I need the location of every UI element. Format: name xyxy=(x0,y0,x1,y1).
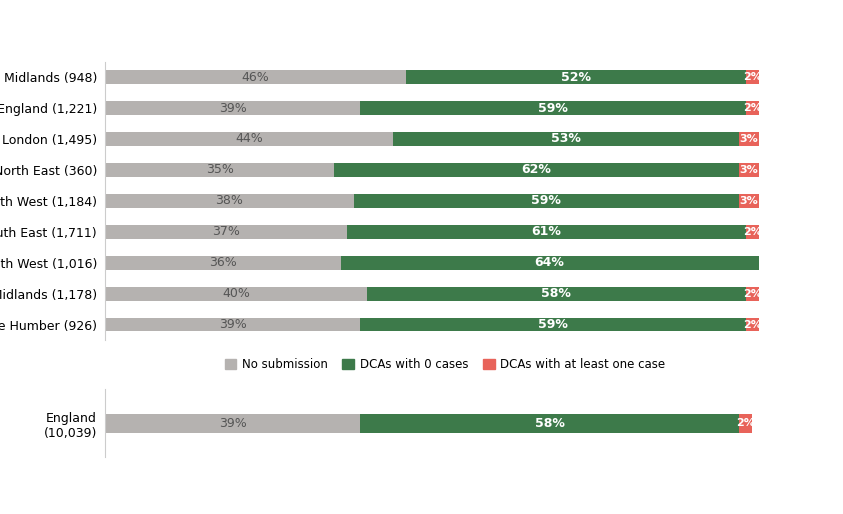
Text: 37%: 37% xyxy=(212,225,240,238)
Legend: No submission, DCAs with 0 cases, DCAs with at least one case: No submission, DCAs with 0 cases, DCAs w… xyxy=(220,354,670,376)
Bar xyxy=(105,101,360,115)
Text: 3%: 3% xyxy=(739,165,758,175)
Text: 61%: 61% xyxy=(531,225,561,238)
Text: 2%: 2% xyxy=(743,72,761,82)
Bar xyxy=(739,132,759,146)
Bar xyxy=(105,194,354,208)
Bar xyxy=(393,132,739,146)
Text: 59%: 59% xyxy=(538,102,568,115)
Bar xyxy=(347,225,746,238)
Text: 40%: 40% xyxy=(222,287,250,300)
Text: 59%: 59% xyxy=(538,318,568,331)
Text: 44%: 44% xyxy=(235,133,263,145)
Bar xyxy=(746,70,759,84)
Text: 2%: 2% xyxy=(736,418,755,429)
Bar xyxy=(341,255,759,270)
Text: 39%: 39% xyxy=(219,318,247,331)
Bar xyxy=(334,163,739,177)
Bar xyxy=(105,163,334,177)
Bar xyxy=(739,414,752,433)
Text: 39%: 39% xyxy=(219,417,247,430)
Text: 2%: 2% xyxy=(743,227,761,237)
Text: 46%: 46% xyxy=(242,70,270,84)
Bar xyxy=(739,194,759,208)
Text: 52%: 52% xyxy=(561,70,591,84)
Bar xyxy=(105,132,393,146)
Bar xyxy=(105,255,341,270)
Text: 58%: 58% xyxy=(541,287,571,300)
Bar xyxy=(354,194,739,208)
Text: 36%: 36% xyxy=(209,256,237,269)
Text: 3%: 3% xyxy=(739,134,758,144)
Text: 62%: 62% xyxy=(522,163,551,176)
Bar xyxy=(739,163,759,177)
Text: 35%: 35% xyxy=(206,163,234,176)
Bar xyxy=(746,287,759,301)
Bar xyxy=(105,225,347,238)
Bar xyxy=(105,318,360,332)
Text: 64%: 64% xyxy=(534,256,565,269)
Bar xyxy=(746,101,759,115)
Text: 59%: 59% xyxy=(531,194,561,207)
Text: 39%: 39% xyxy=(219,102,247,115)
Bar xyxy=(746,318,759,332)
Text: 2%: 2% xyxy=(743,103,761,113)
Text: 2%: 2% xyxy=(743,320,761,329)
Text: 38%: 38% xyxy=(216,194,244,207)
Bar xyxy=(759,255,765,270)
Text: 58%: 58% xyxy=(534,417,565,430)
Text: 2%: 2% xyxy=(743,288,761,299)
Text: 53%: 53% xyxy=(551,133,581,145)
Bar xyxy=(746,225,759,238)
Bar xyxy=(360,414,739,433)
Bar xyxy=(360,318,746,332)
Bar xyxy=(360,101,746,115)
Bar xyxy=(105,414,360,433)
Bar xyxy=(105,70,406,84)
Bar xyxy=(406,70,746,84)
Bar xyxy=(367,287,746,301)
Text: 3%: 3% xyxy=(739,196,758,206)
Bar xyxy=(105,287,367,301)
